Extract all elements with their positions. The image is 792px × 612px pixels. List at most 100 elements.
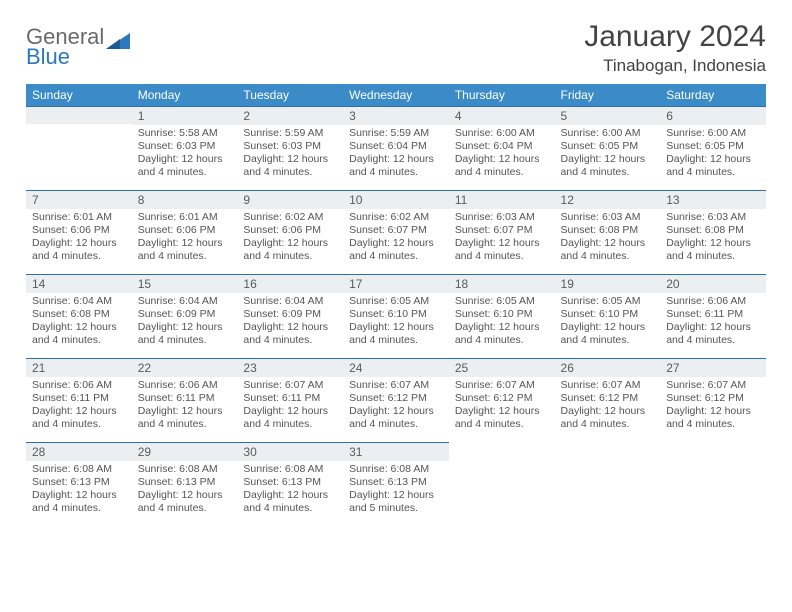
calendar-row: 7Sunrise: 6:01 AMSunset: 6:06 PMDaylight… xyxy=(26,190,766,274)
day-number: 31 xyxy=(343,442,449,461)
calendar-cell: 25Sunrise: 6:07 AMSunset: 6:12 PMDayligh… xyxy=(449,358,555,442)
day-number: 30 xyxy=(237,442,343,461)
title-block: January 2024 Tinabogan, Indonesia xyxy=(584,20,766,76)
calendar-cell: 5Sunrise: 6:00 AMSunset: 6:05 PMDaylight… xyxy=(555,106,661,190)
triangle-icon xyxy=(106,31,132,58)
day-number: 29 xyxy=(132,442,238,461)
day-number: 24 xyxy=(343,358,449,377)
month-title: January 2024 xyxy=(584,20,766,54)
day-number: 8 xyxy=(132,190,238,209)
logo: General Blue xyxy=(26,26,132,68)
day-number: 18 xyxy=(449,274,555,293)
calendar-cell: 9Sunrise: 6:02 AMSunset: 6:06 PMDaylight… xyxy=(237,190,343,274)
day-details: Sunrise: 6:06 AMSunset: 6:11 PMDaylight:… xyxy=(660,293,766,352)
day-details: Sunrise: 6:07 AMSunset: 6:12 PMDaylight:… xyxy=(343,377,449,436)
calendar-row: 21Sunrise: 6:06 AMSunset: 6:11 PMDayligh… xyxy=(26,358,766,442)
day-number: 3 xyxy=(343,106,449,125)
day-number: 10 xyxy=(343,190,449,209)
calendar-cell: 3Sunrise: 5:59 AMSunset: 6:04 PMDaylight… xyxy=(343,106,449,190)
day-details: Sunrise: 6:07 AMSunset: 6:12 PMDaylight:… xyxy=(555,377,661,436)
day-number: 6 xyxy=(660,106,766,125)
calendar-row: 1Sunrise: 5:58 AMSunset: 6:03 PMDaylight… xyxy=(26,106,766,190)
calendar-cell: 17Sunrise: 6:05 AMSunset: 6:10 PMDayligh… xyxy=(343,274,449,358)
day-number: 9 xyxy=(237,190,343,209)
day-details: Sunrise: 6:00 AMSunset: 6:05 PMDaylight:… xyxy=(660,125,766,184)
calendar-cell: 2Sunrise: 5:59 AMSunset: 6:03 PMDaylight… xyxy=(237,106,343,190)
day-number: 16 xyxy=(237,274,343,293)
day-number: 23 xyxy=(237,358,343,377)
day-number: 17 xyxy=(343,274,449,293)
day-details: Sunrise: 6:02 AMSunset: 6:06 PMDaylight:… xyxy=(237,209,343,268)
calendar-cell: 4Sunrise: 6:00 AMSunset: 6:04 PMDaylight… xyxy=(449,106,555,190)
day-details: Sunrise: 6:02 AMSunset: 6:07 PMDaylight:… xyxy=(343,209,449,268)
calendar-cell: 12Sunrise: 6:03 AMSunset: 6:08 PMDayligh… xyxy=(555,190,661,274)
calendar-cell: 23Sunrise: 6:07 AMSunset: 6:11 PMDayligh… xyxy=(237,358,343,442)
day-details: Sunrise: 6:08 AMSunset: 6:13 PMDaylight:… xyxy=(132,461,238,520)
day-number: 21 xyxy=(26,358,132,377)
day-number: 1 xyxy=(132,106,238,125)
calendar-cell: 19Sunrise: 6:05 AMSunset: 6:10 PMDayligh… xyxy=(555,274,661,358)
weekday-header: Friday xyxy=(555,84,661,106)
logo-word-blue: Blue xyxy=(26,46,104,68)
day-details: Sunrise: 6:07 AMSunset: 6:12 PMDaylight:… xyxy=(660,377,766,436)
page-header: General Blue January 2024 Tinabogan, Ind… xyxy=(26,20,766,76)
calendar-cell: 28Sunrise: 6:08 AMSunset: 6:13 PMDayligh… xyxy=(26,442,132,526)
day-number: 22 xyxy=(132,358,238,377)
day-details: Sunrise: 5:58 AMSunset: 6:03 PMDaylight:… xyxy=(132,125,238,184)
day-details: Sunrise: 6:05 AMSunset: 6:10 PMDaylight:… xyxy=(555,293,661,352)
calendar-cell: 10Sunrise: 6:02 AMSunset: 6:07 PMDayligh… xyxy=(343,190,449,274)
calendar-cell: 14Sunrise: 6:04 AMSunset: 6:08 PMDayligh… xyxy=(26,274,132,358)
calendar-cell: 18Sunrise: 6:05 AMSunset: 6:10 PMDayligh… xyxy=(449,274,555,358)
day-number: 20 xyxy=(660,274,766,293)
day-details: Sunrise: 6:08 AMSunset: 6:13 PMDaylight:… xyxy=(26,461,132,520)
day-number: 12 xyxy=(555,190,661,209)
calendar-row: 14Sunrise: 6:04 AMSunset: 6:08 PMDayligh… xyxy=(26,274,766,358)
day-details: Sunrise: 6:07 AMSunset: 6:11 PMDaylight:… xyxy=(237,377,343,436)
day-details: Sunrise: 5:59 AMSunset: 6:04 PMDaylight:… xyxy=(343,125,449,184)
weekday-header: Saturday xyxy=(660,84,766,106)
location-text: Tinabogan, Indonesia xyxy=(584,56,766,76)
logo-text: General Blue xyxy=(26,26,104,68)
calendar-cell: 26Sunrise: 6:07 AMSunset: 6:12 PMDayligh… xyxy=(555,358,661,442)
calendar-cell xyxy=(26,106,132,190)
weekday-header: Sunday xyxy=(26,84,132,106)
day-number: 11 xyxy=(449,190,555,209)
calendar-body: 1Sunrise: 5:58 AMSunset: 6:03 PMDaylight… xyxy=(26,106,766,526)
calendar-cell: 30Sunrise: 6:08 AMSunset: 6:13 PMDayligh… xyxy=(237,442,343,526)
calendar-cell: 31Sunrise: 6:08 AMSunset: 6:13 PMDayligh… xyxy=(343,442,449,526)
day-details: Sunrise: 6:08 AMSunset: 6:13 PMDaylight:… xyxy=(237,461,343,520)
calendar-cell: 15Sunrise: 6:04 AMSunset: 6:09 PMDayligh… xyxy=(132,274,238,358)
day-number: 5 xyxy=(555,106,661,125)
calendar-cell: 27Sunrise: 6:07 AMSunset: 6:12 PMDayligh… xyxy=(660,358,766,442)
calendar-table: SundayMondayTuesdayWednesdayThursdayFrid… xyxy=(26,84,766,526)
calendar-cell: 13Sunrise: 6:03 AMSunset: 6:08 PMDayligh… xyxy=(660,190,766,274)
day-details: Sunrise: 6:06 AMSunset: 6:11 PMDaylight:… xyxy=(132,377,238,436)
day-details: Sunrise: 6:04 AMSunset: 6:09 PMDaylight:… xyxy=(132,293,238,352)
day-details: Sunrise: 6:08 AMSunset: 6:13 PMDaylight:… xyxy=(343,461,449,520)
calendar-cell: 29Sunrise: 6:08 AMSunset: 6:13 PMDayligh… xyxy=(132,442,238,526)
day-details: Sunrise: 6:05 AMSunset: 6:10 PMDaylight:… xyxy=(449,293,555,352)
day-details: Sunrise: 6:00 AMSunset: 6:04 PMDaylight:… xyxy=(449,125,555,184)
calendar-cell: 24Sunrise: 6:07 AMSunset: 6:12 PMDayligh… xyxy=(343,358,449,442)
day-number: 28 xyxy=(26,442,132,461)
day-details: Sunrise: 6:03 AMSunset: 6:08 PMDaylight:… xyxy=(555,209,661,268)
calendar-cell xyxy=(555,442,661,526)
day-details: Sunrise: 6:06 AMSunset: 6:11 PMDaylight:… xyxy=(26,377,132,436)
weekday-header: Wednesday xyxy=(343,84,449,106)
day-number: 4 xyxy=(449,106,555,125)
weekday-header: Tuesday xyxy=(237,84,343,106)
calendar-cell xyxy=(660,442,766,526)
day-number: 19 xyxy=(555,274,661,293)
day-number: 13 xyxy=(660,190,766,209)
day-details: Sunrise: 6:04 AMSunset: 6:08 PMDaylight:… xyxy=(26,293,132,352)
day-number: 2 xyxy=(237,106,343,125)
day-number: 7 xyxy=(26,190,132,209)
calendar-cell xyxy=(449,442,555,526)
day-number: 14 xyxy=(26,274,132,293)
weekday-header: Thursday xyxy=(449,84,555,106)
calendar-cell: 6Sunrise: 6:00 AMSunset: 6:05 PMDaylight… xyxy=(660,106,766,190)
weekday-header: Monday xyxy=(132,84,238,106)
calendar-cell: 16Sunrise: 6:04 AMSunset: 6:09 PMDayligh… xyxy=(237,274,343,358)
calendar-cell: 21Sunrise: 6:06 AMSunset: 6:11 PMDayligh… xyxy=(26,358,132,442)
day-details: Sunrise: 6:03 AMSunset: 6:08 PMDaylight:… xyxy=(660,209,766,268)
